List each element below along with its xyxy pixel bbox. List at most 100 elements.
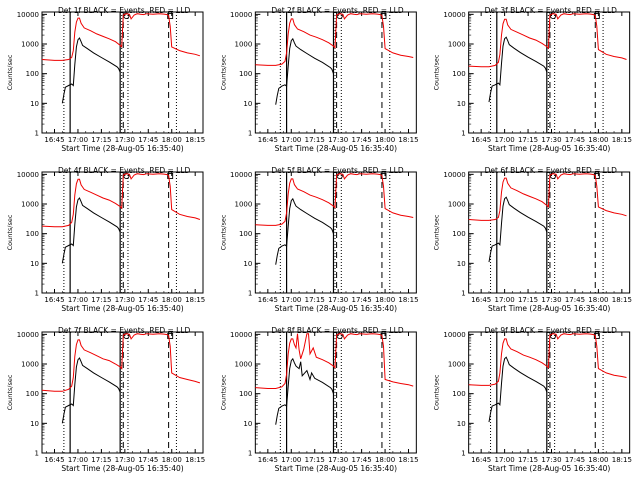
plot-frame	[41, 171, 204, 294]
series-line-events	[61, 37, 121, 104]
y-tick-label: 1000	[21, 201, 39, 209]
chart-panel-9: 1 10 100 1000 10000 16:45 17:00 17:15 17:30 17:45…	[433, 326, 632, 473]
series-line-events	[275, 37, 334, 105]
series-line-events	[488, 36, 548, 103]
x-tick-label: 17:00	[68, 296, 88, 304]
series-line-lld	[41, 13, 201, 61]
series-line-events	[275, 197, 334, 265]
y-tick-label: 1000	[21, 41, 39, 49]
x-tick-label: 18:15	[398, 456, 418, 464]
x-tick-label: 16:45	[258, 136, 278, 144]
x-tick-label: 17:15	[91, 296, 111, 304]
plot-frame	[468, 11, 631, 134]
series-line-lld	[255, 173, 414, 226]
y-tick-label: 10000	[230, 11, 252, 19]
y-tick-label: 10000	[443, 171, 465, 179]
x-axis-label: Start Time (28-Aug-05 16:35:40)	[275, 304, 397, 313]
y-axis-label: Counts/sec	[433, 54, 441, 90]
event-marker-square	[380, 333, 387, 339]
series-line-events	[61, 197, 121, 264]
x-tick-label: 17:45	[138, 296, 158, 304]
plot-frame	[41, 331, 204, 454]
x-tick-label: 18:00	[162, 296, 182, 304]
x-tick-label: 18:00	[588, 456, 608, 464]
y-tick-label: 100	[452, 230, 465, 238]
x-tick-label: 18:00	[375, 456, 395, 464]
y-tick-label: 10	[243, 420, 252, 428]
plot-frame	[468, 171, 631, 294]
x-tick-label: 17:15	[305, 456, 325, 464]
y-axis-label: Counts/sec	[219, 374, 227, 410]
y-tick-label: 1000	[21, 361, 39, 369]
y-tick-label: 1	[35, 290, 39, 298]
x-tick-label: 17:45	[138, 136, 158, 144]
y-axis-label: Counts/sec	[219, 214, 227, 250]
y-tick-label: 1	[248, 290, 252, 298]
x-tick-label: 16:45	[471, 296, 491, 304]
series-line-events	[488, 196, 548, 263]
x-tick-label: 18:00	[588, 136, 608, 144]
y-tick-label: 1000	[235, 361, 253, 369]
x-axis-label: Start Time (28-Aug-05 16:35:40)	[488, 304, 610, 313]
y-tick-label: 1000	[448, 361, 466, 369]
plot-frame	[254, 331, 417, 454]
chart-title: Det 9f BLACK = Events, RED = LLD	[485, 326, 618, 335]
x-tick-label: 16:45	[471, 456, 491, 464]
y-tick-label: 1	[461, 290, 465, 298]
x-tick-label: 17:00	[495, 136, 515, 144]
y-tick-label: 100	[452, 390, 465, 398]
y-axis-label: Counts/sec	[433, 214, 441, 250]
x-tick-label: 18:15	[612, 456, 632, 464]
plot-frame	[254, 171, 417, 294]
y-tick-label: 1	[35, 130, 39, 138]
x-tick-label: 17:15	[518, 136, 538, 144]
x-tick-label: 17:45	[565, 456, 585, 464]
x-tick-label: 17:15	[305, 136, 325, 144]
y-axis-label: Counts/sec	[6, 54, 14, 90]
x-axis-label: Start Time (28-Aug-05 16:35:40)	[275, 464, 397, 473]
chart-title: Det 5f BLACK = Events, RED = LLD	[271, 166, 404, 175]
chart-title: Det 7f BLACK = Events, RED = LLD	[58, 326, 191, 335]
y-axis-label: Counts/sec	[6, 374, 14, 410]
x-tick-label: 18:15	[398, 136, 418, 144]
series-line-lld	[255, 333, 414, 389]
y-tick-label: 1000	[448, 201, 466, 209]
y-tick-label: 1	[248, 130, 252, 138]
x-tick-label: 17:45	[138, 456, 158, 464]
y-tick-label: 1000	[235, 41, 253, 49]
series-line-events	[275, 357, 334, 425]
x-tick-label: 18:15	[185, 136, 205, 144]
x-tick-label: 17:45	[352, 136, 372, 144]
y-tick-label: 10	[457, 100, 466, 108]
x-tick-label: 17:15	[91, 456, 111, 464]
x-tick-label: 17:15	[518, 456, 538, 464]
chart-panel-4: 1 10 100 1000 10000 16:45 17:00 17:15 17:30 17:45…	[6, 166, 205, 313]
x-tick-label: 18:15	[612, 136, 632, 144]
x-tick-label: 18:15	[185, 296, 205, 304]
x-tick-label: 18:15	[398, 296, 418, 304]
y-tick-label: 10	[457, 420, 466, 428]
plot-frame	[468, 331, 631, 454]
event-marker-square	[593, 13, 600, 19]
y-tick-label: 10000	[17, 171, 39, 179]
x-tick-label: 17:15	[305, 296, 325, 304]
chart-title: Det 3f BLACK = Events, RED = LLD	[485, 6, 618, 15]
series-line-lld	[41, 173, 201, 228]
x-tick-label: 16:45	[44, 136, 64, 144]
x-tick-label: 18:00	[162, 456, 182, 464]
series-line-lld	[41, 333, 201, 392]
chart-title: Det 2f BLACK = Events, RED = LLD	[271, 6, 404, 15]
x-tick-label: 17:45	[565, 136, 585, 144]
y-tick-label: 100	[239, 230, 252, 238]
series-line-lld	[468, 173, 627, 221]
y-tick-label: 100	[452, 70, 465, 78]
y-tick-label: 1000	[235, 201, 253, 209]
y-tick-label: 10000	[230, 171, 252, 179]
chart-panel-8: 1 10 100 1000 10000 16:45 17:00 17:15 17:30 17:45…	[219, 326, 418, 473]
event-marker-square	[380, 173, 387, 179]
chart-title: Det 1f BLACK = Events, RED = LLD	[58, 6, 191, 15]
x-tick-label: 17:00	[281, 456, 301, 464]
y-tick-label: 10000	[17, 11, 39, 19]
chart-title: Det 6f BLACK = Events, RED = LLD	[485, 166, 618, 175]
event-marker-square	[167, 13, 174, 19]
